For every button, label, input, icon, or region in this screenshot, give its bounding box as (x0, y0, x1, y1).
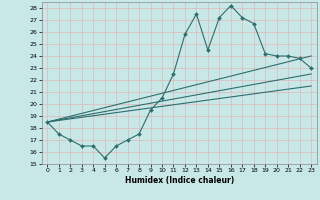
X-axis label: Humidex (Indice chaleur): Humidex (Indice chaleur) (124, 176, 234, 185)
